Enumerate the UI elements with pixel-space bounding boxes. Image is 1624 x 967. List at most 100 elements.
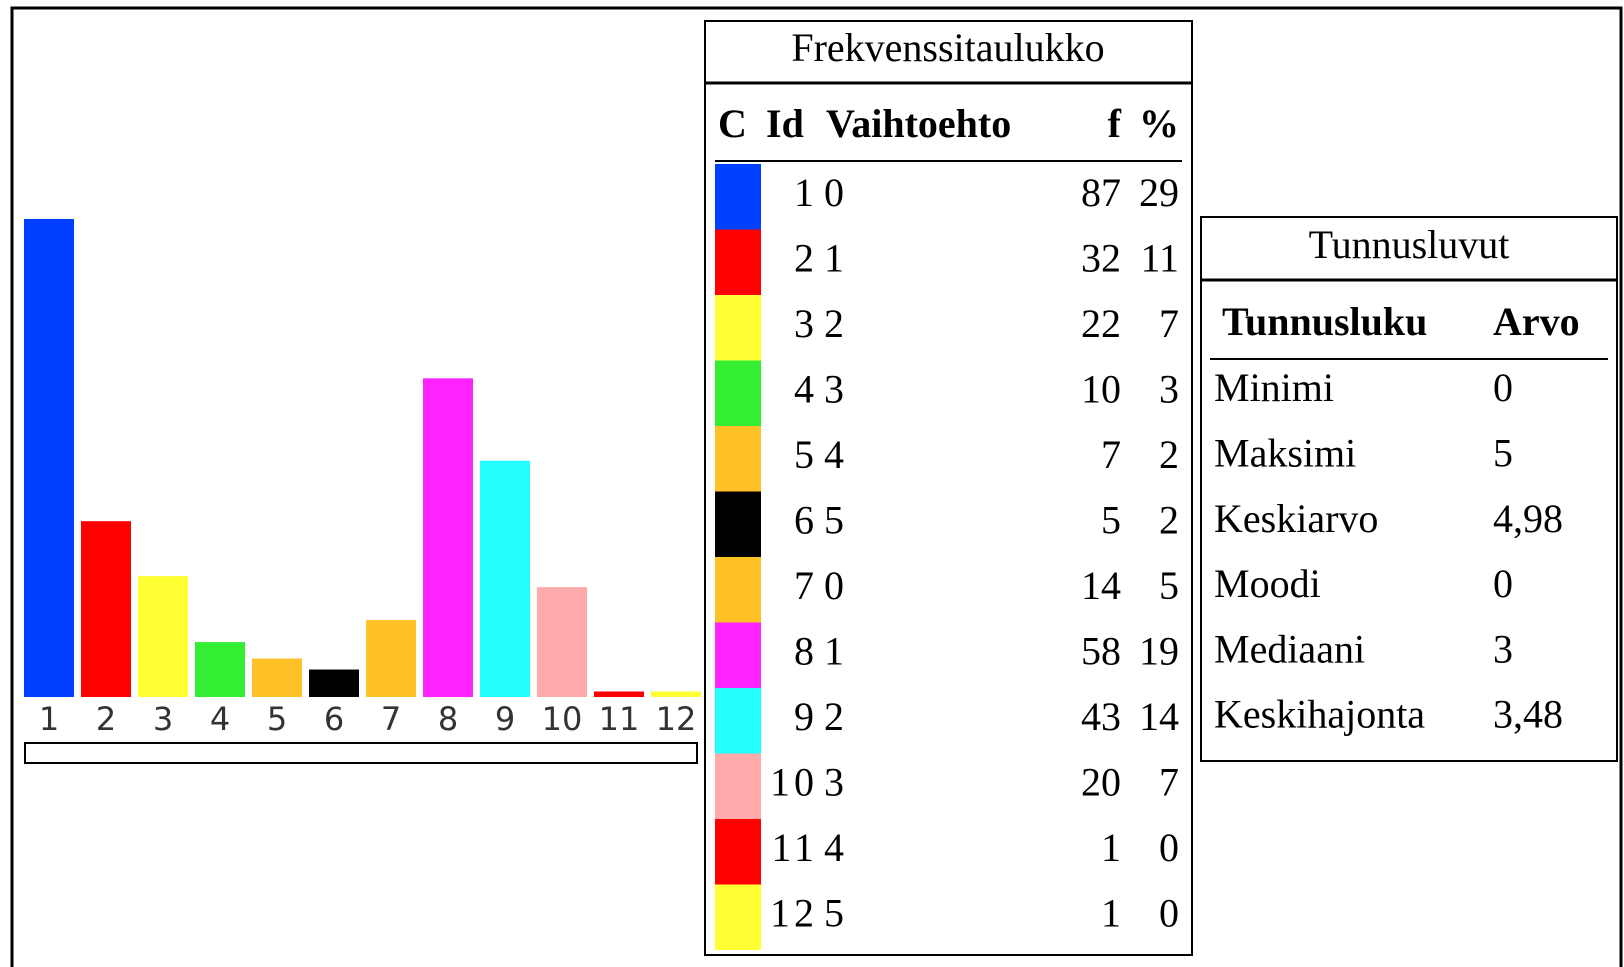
color-swatch xyxy=(715,491,761,557)
percent-cell: 29 xyxy=(1139,170,1179,215)
color-swatch xyxy=(715,557,761,623)
bar xyxy=(594,691,644,697)
percent-cell: 11 xyxy=(1140,235,1179,280)
bar xyxy=(138,576,188,697)
column-header: Id xyxy=(766,101,804,146)
id-cell: 7 xyxy=(794,563,818,608)
color-swatch xyxy=(715,884,761,950)
stat-value: 4,98 xyxy=(1493,496,1563,541)
percent-cell: 0 xyxy=(1159,890,1179,935)
f-cell: 1 xyxy=(1101,825,1121,870)
bar xyxy=(366,620,416,697)
option-cell: 1 xyxy=(824,235,844,280)
stat-value: 0 xyxy=(1493,365,1513,410)
column-header: f xyxy=(1108,101,1122,146)
stat-value: 0 xyxy=(1493,561,1513,606)
color-swatch xyxy=(715,622,761,688)
color-swatch xyxy=(715,229,761,295)
table-title: Frekvenssitaulukko xyxy=(791,25,1104,70)
stat-label: Moodi xyxy=(1214,561,1321,606)
f-cell: 58 xyxy=(1081,628,1121,673)
f-cell: 1 xyxy=(1101,890,1121,935)
stat-value: 3,48 xyxy=(1493,692,1563,737)
stat-label: Mediaani xyxy=(1214,626,1365,671)
bar xyxy=(537,587,587,697)
percent-cell: 19 xyxy=(1139,628,1179,673)
id-cell: 4 xyxy=(794,366,818,411)
id-cell: 9 xyxy=(794,694,818,739)
id-cell: 5 xyxy=(794,432,818,477)
percent-cell: 2 xyxy=(1159,432,1179,477)
column-header: Arvo xyxy=(1493,299,1580,344)
x-tick-label: 12 xyxy=(656,700,697,738)
color-swatch xyxy=(715,819,761,885)
color-swatch xyxy=(715,295,761,361)
bar xyxy=(252,658,302,697)
column-header: Vaihtoehto xyxy=(826,101,1011,146)
statistics-box xyxy=(1200,216,1618,762)
bar xyxy=(195,642,245,697)
empty-field xyxy=(24,742,698,764)
id-cell: 1 xyxy=(794,170,818,215)
percent-cell: 7 xyxy=(1159,301,1179,346)
id-cell: 11 xyxy=(771,825,818,870)
option-cell: 2 xyxy=(824,694,844,739)
id-cell: 3 xyxy=(794,301,818,346)
bar xyxy=(24,219,74,697)
f-cell: 10 xyxy=(1081,366,1121,411)
id-cell: 2 xyxy=(794,235,818,280)
option-cell: 5 xyxy=(824,890,844,935)
f-cell: 14 xyxy=(1081,563,1121,608)
stat-label: Keskihajonta xyxy=(1214,692,1425,737)
x-tick-label: 7 xyxy=(381,700,401,738)
option-cell: 0 xyxy=(824,563,844,608)
x-tick-label: 4 xyxy=(210,700,230,738)
stat-label: Maksimi xyxy=(1214,430,1356,475)
f-cell: 5 xyxy=(1101,497,1121,542)
f-cell: 43 xyxy=(1081,694,1121,739)
column-header: % xyxy=(1139,101,1179,146)
color-swatch xyxy=(715,753,761,819)
id-cell: 8 xyxy=(794,628,818,673)
option-cell: 2 xyxy=(824,301,844,346)
column-header: Tunnusluku xyxy=(1222,299,1427,344)
color-swatch xyxy=(715,426,761,492)
percent-cell: 0 xyxy=(1159,825,1179,870)
percent-cell: 3 xyxy=(1159,366,1179,411)
id-cell: 6 xyxy=(794,497,818,542)
stat-value: 5 xyxy=(1493,430,1513,475)
statistics-title: Tunnusluvut xyxy=(1309,222,1510,267)
option-cell: 3 xyxy=(824,366,844,411)
frequency-table-box xyxy=(704,20,1193,956)
f-cell: 22 xyxy=(1081,301,1121,346)
option-cell: 0 xyxy=(824,170,844,215)
bar xyxy=(651,691,701,697)
f-cell: 32 xyxy=(1081,235,1121,280)
frame xyxy=(10,6,1623,967)
percent-cell: 7 xyxy=(1159,759,1179,804)
option-cell: 4 xyxy=(824,825,844,870)
x-tick-label: 3 xyxy=(153,700,173,738)
bar xyxy=(480,460,530,697)
x-tick-label: 8 xyxy=(438,700,458,738)
color-swatch xyxy=(715,164,761,230)
x-tick-label: 6 xyxy=(324,700,344,738)
f-cell: 87 xyxy=(1081,170,1121,215)
x-tick-label: 9 xyxy=(495,700,515,738)
column-header: C xyxy=(718,101,747,146)
f-cell: 7 xyxy=(1101,432,1121,477)
stat-value: 3 xyxy=(1493,626,1513,671)
id-cell: 12 xyxy=(770,890,818,935)
f-cell: 20 xyxy=(1081,759,1121,804)
option-cell: 4 xyxy=(824,432,844,477)
color-swatch xyxy=(715,360,761,426)
x-tick-label: 5 xyxy=(267,700,287,738)
bar xyxy=(81,521,131,697)
bar xyxy=(309,669,359,697)
bar xyxy=(423,378,473,697)
percent-cell: 14 xyxy=(1139,694,1179,739)
x-tick-label: 10 xyxy=(542,700,583,738)
x-tick-label: 2 xyxy=(96,700,116,738)
option-cell: 3 xyxy=(824,759,844,804)
